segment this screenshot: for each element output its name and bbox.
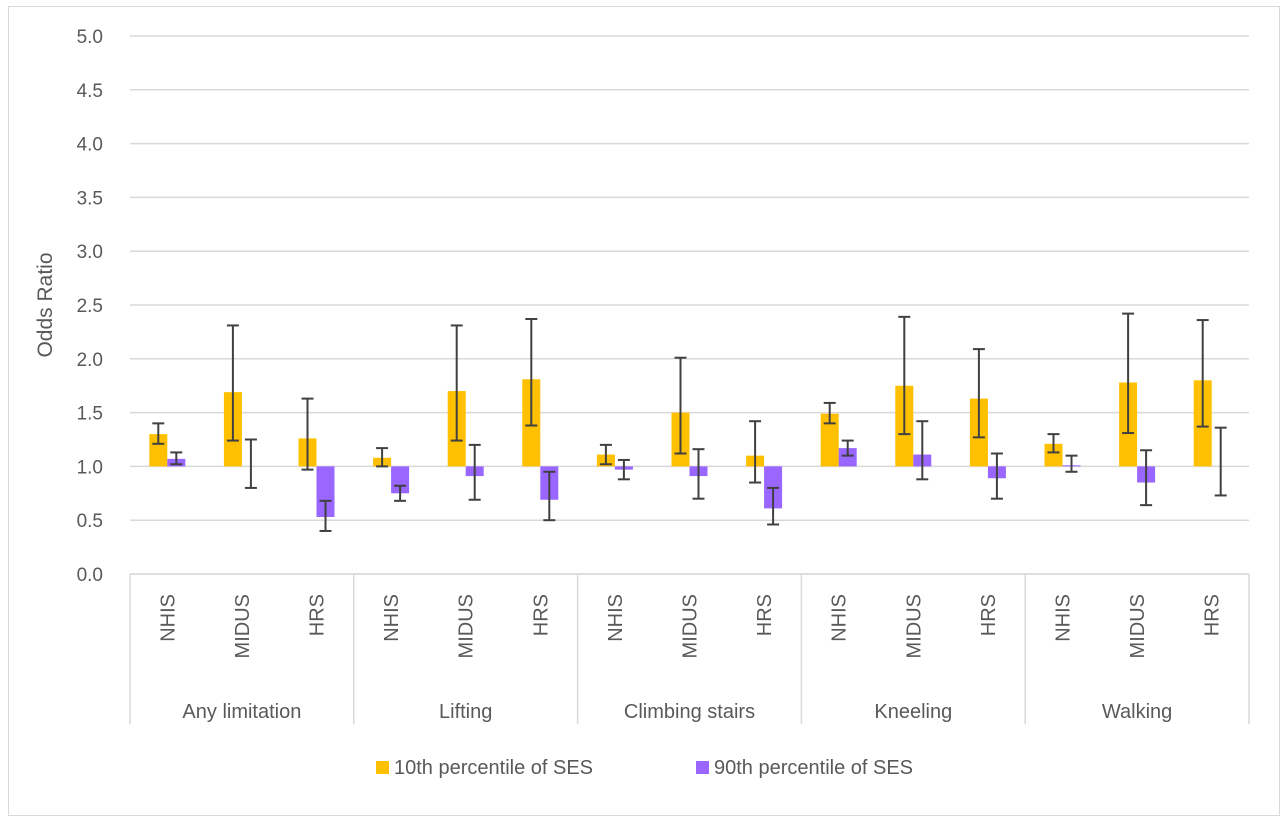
y-tick-label: 3.5 [77, 188, 103, 209]
survey-label: NHIS [157, 594, 179, 642]
y-tick-label: 4.0 [77, 135, 103, 156]
survey-label: HRS [754, 594, 776, 636]
y-tick-label: 2.0 [77, 350, 103, 371]
legend-label: 10th percentile of SES [394, 757, 593, 779]
chart-frame [8, 6, 1280, 816]
survey-label: NHIS [829, 594, 851, 642]
group-label: Walking [1102, 701, 1172, 723]
group-label: Any limitation [182, 701, 301, 723]
y-tick-label: 2.5 [77, 296, 103, 317]
survey-label: NHIS [605, 594, 627, 642]
survey-label: MIDUS [1127, 594, 1149, 658]
bar [316, 466, 335, 517]
y-axis-title: Odds Ratio [34, 252, 57, 357]
y-tick-label: 5.0 [77, 27, 103, 48]
bar [149, 434, 168, 467]
bar [838, 448, 857, 467]
bar [820, 413, 839, 467]
y-tick-label: 4.5 [77, 81, 103, 102]
survey-label: NHIS [381, 594, 403, 642]
survey-label: HRS [978, 594, 1000, 636]
survey-label: NHIS [1053, 594, 1075, 642]
legend-swatch [376, 761, 389, 774]
group-label: Lifting [439, 701, 492, 723]
y-tick-label: 0.0 [77, 565, 103, 586]
group-label: Climbing stairs [624, 701, 755, 723]
y-tick-label: 0.5 [77, 511, 103, 532]
group-label: Kneeling [874, 701, 952, 723]
survey-label: MIDUS [680, 594, 702, 658]
y-tick-label: 1.5 [77, 404, 103, 425]
survey-label: MIDUS [232, 594, 254, 658]
survey-label: HRS [530, 594, 552, 636]
survey-label: HRS [307, 594, 329, 636]
legend-swatch [696, 761, 709, 774]
legend-label: 90th percentile of SES [714, 757, 913, 779]
survey-label: HRS [1202, 594, 1224, 636]
y-tick-label: 1.0 [77, 457, 103, 478]
survey-label: MIDUS [456, 594, 478, 658]
survey-label: MIDUS [903, 594, 925, 658]
bar [1044, 443, 1063, 467]
y-tick-label: 3.0 [77, 242, 103, 263]
